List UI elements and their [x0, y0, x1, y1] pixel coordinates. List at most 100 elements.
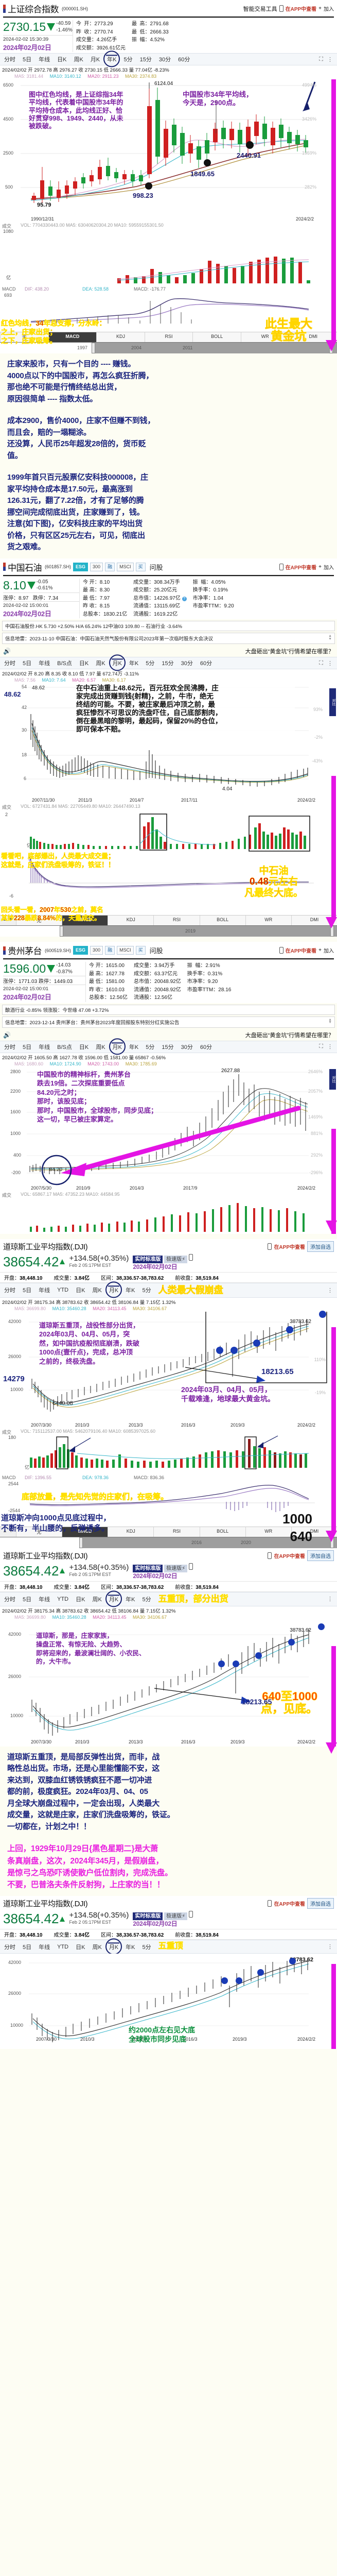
tab-分时[interactable]: 分时: [4, 1287, 15, 1294]
dji1-tabbar[interactable]: 分时 5日 年线 YTD 日K 周K 月K 年K 5分 人类最大假崩盘 ⋮: [0, 1281, 337, 1298]
tab-ytd[interactable]: YTD: [57, 1943, 69, 1950]
ind-WR[interactable]: WR: [240, 332, 289, 342]
ind-无[interactable]: 无: [0, 332, 48, 342]
tag-300[interactable]: 300: [90, 946, 103, 955]
pc-market-question[interactable]: 大盘砸出“黄金坑”行情希望在哪里？: [245, 649, 334, 655]
mt-tabbar[interactable]: 分时 5日 年线 B/S点 日K 周K 月K 年K 5分 15分 30分 60分…: [0, 1038, 337, 1055]
slider-handle-left[interactable]: [79, 1537, 83, 1548]
news-spinner-icon[interactable]: ▲ ▼: [328, 634, 332, 641]
add-watchlist-button[interactable]: 添加自选: [307, 1898, 334, 1909]
add-watchlist-button[interactable]: 添加自选: [307, 1241, 334, 1252]
fullscreen-icon[interactable]: ⛶: [319, 56, 323, 62]
tab-年K[interactable]: 年K: [103, 50, 120, 67]
view-in-app-link[interactable]: 在APP中查看: [285, 948, 317, 954]
tab-5日[interactable]: 5日: [23, 1596, 32, 1603]
add-watchlist-button[interactable]: 添加自选: [307, 1550, 334, 1561]
tab-15分[interactable]: 15分: [162, 660, 174, 667]
compare-side-tab[interactable]: 对比: [329, 1069, 336, 1090]
tab-分时[interactable]: 分时: [4, 1596, 15, 1603]
mt-news-bar[interactable]: 信息地雷：2023-12-14 贵州茅台：贵州茅台2023年度回报股东特别分红实…: [2, 1016, 335, 1028]
pc-news-bar[interactable]: 信息地雷：2023-11-10 中国石油：中国石油天然气股份有限公司2023年第…: [2, 633, 335, 644]
tab-60分[interactable]: 60分: [200, 660, 212, 667]
tab-年K[interactable]: 年K: [129, 660, 139, 667]
tab-分时[interactable]: 分时: [4, 1044, 15, 1050]
tab-年K[interactable]: 年K: [126, 1944, 135, 1951]
tab-日K[interactable]: 日K: [76, 1944, 85, 1951]
indicator-strip[interactable]: ▲ ▼ 无 MACD KDJ RSI BOLL WR DMI: [0, 1526, 337, 1537]
tab-5分[interactable]: 5分: [142, 1287, 151, 1294]
mt-monthly-chart[interactable]: 2800 2200 1600 1000 400 -200 2646% 2057%…: [0, 1066, 337, 1185]
range-slider[interactable]: 2016 2020: [0, 1536, 337, 1548]
tag-buy[interactable]: 买: [135, 946, 146, 955]
tab-周K[interactable]: 周K: [96, 660, 105, 667]
scroll-down-icon[interactable]: ▼: [8, 917, 13, 922]
ind-RSI[interactable]: RSI: [144, 332, 193, 342]
ind-无[interactable]: 无: [15, 1527, 62, 1537]
fast-version-badge[interactable]: 极速版⚡: [164, 1564, 188, 1572]
ind-BOLL[interactable]: BOLL: [199, 1527, 245, 1537]
view-in-app-link[interactable]: 在APP中查看: [285, 565, 317, 571]
tab-5分[interactable]: 5分: [123, 57, 133, 63]
pc-monthly-chart[interactable]: 54 48.62 48.62 42 30 18 6 93% -2% -43% 4…: [0, 683, 337, 796]
ind-MACD[interactable]: MACD: [48, 332, 97, 342]
sse-tabbar[interactable]: 分时 5日 年线 日K 周K 月K 年K 5分 15分 30分 60分 ⛶ ⋮: [0, 50, 337, 67]
realtime-standard-badge[interactable]: 实时标准版: [133, 1912, 163, 1921]
tab-30分[interactable]: 30分: [181, 660, 193, 667]
view-in-app-link[interactable]: 在APP中查看: [285, 7, 317, 12]
realtime-standard-badge[interactable]: 实时标准版: [133, 1564, 163, 1572]
range-slider[interactable]: 2019: [0, 925, 337, 937]
help-icon[interactable]: ?: [182, 596, 187, 601]
tab-分时[interactable]: 分时: [4, 57, 15, 63]
tab-年线[interactable]: 年线: [39, 1944, 50, 1951]
tab-5分[interactable]: 5分: [142, 1596, 151, 1603]
tab-15分[interactable]: 15分: [162, 1044, 174, 1050]
ask-stock-link[interactable]: 问股: [149, 947, 163, 955]
tab-月K[interactable]: 月K: [109, 1038, 126, 1055]
tab-15分[interactable]: 15分: [139, 57, 152, 63]
tab-周K[interactable]: 周K: [96, 1044, 105, 1050]
fast-version-badge[interactable]: 极速版⚡: [164, 1255, 188, 1263]
tab-月K[interactable]: 月K: [105, 1281, 122, 1298]
tab-年线[interactable]: 年线: [39, 57, 50, 63]
tab-周K[interactable]: 周K: [92, 1944, 102, 1951]
tab-30分[interactable]: 30分: [158, 57, 171, 63]
ind-WR[interactable]: WR: [245, 1527, 291, 1537]
dji2-tabbar[interactable]: 分时 5日 年线 YTD 日K 周K 月K 年K 5分 五重顶，部分出货 ⋮: [0, 1590, 337, 1607]
scroll-up-icon[interactable]: ▲: [3, 917, 7, 922]
add-watchlist-button[interactable]: 加入: [324, 565, 334, 571]
pc-tabbar[interactable]: 分时 5日 年线 B/S点 日K 周K 月K 年K 5分 15分 30分 60分…: [0, 654, 337, 671]
tab-年线[interactable]: 年线: [39, 1596, 50, 1603]
tag-msci[interactable]: MSCI: [117, 946, 134, 955]
fullscreen-icon[interactable]: ⛶: [319, 659, 323, 666]
dji1-monthly-chart[interactable]: 42000 26000 10000 14279 6440.08 38783.62…: [0, 1310, 337, 1422]
more-options-icon[interactable]: ⋮: [327, 1044, 333, 1050]
tab-周K[interactable]: 周K: [92, 1287, 102, 1294]
tab-日K[interactable]: 日K: [79, 660, 89, 667]
ind-KDJ[interactable]: KDJ: [108, 1527, 154, 1537]
tab-5日[interactable]: 5日: [23, 1944, 32, 1951]
ind-DMI[interactable]: DMI: [291, 916, 337, 925]
fast-version-badge[interactable]: 极速版⚡: [164, 1912, 188, 1921]
tag-msci[interactable]: MSCI: [117, 562, 134, 571]
tab-5分[interactable]: 5分: [146, 660, 155, 667]
tab-年线[interactable]: 年线: [39, 660, 50, 667]
tab-bs点[interactable]: B/S点: [57, 660, 72, 667]
more-options-icon[interactable]: ⋮: [327, 1596, 333, 1603]
tab-日K[interactable]: 日K: [76, 1287, 85, 1294]
view-in-app-link[interactable]: 在APP中查看: [274, 1244, 305, 1250]
view-in-app-link[interactable]: 在APP中查看: [274, 1553, 305, 1560]
news-spinner-icon[interactable]: ▲ ▼: [328, 1018, 332, 1025]
tab-年线[interactable]: 年线: [39, 1044, 50, 1050]
ind-KDJ[interactable]: KDJ: [108, 916, 154, 925]
ask-stock-link[interactable]: 问股: [149, 563, 163, 571]
add-watchlist-button[interactable]: 加入: [324, 7, 334, 12]
tab-周K[interactable]: 周K: [74, 57, 83, 63]
ind-DMI[interactable]: DMI: [289, 332, 337, 342]
tab-日K[interactable]: 日K: [57, 57, 67, 63]
sse-yearly-candlestick-chart[interactable]: 6500 4500 2500 500 4994% 3426% 1959% 282…: [0, 79, 337, 255]
mt-market-question[interactable]: 大盘砸出“黄金坑”行情希望在哪里？: [245, 1032, 334, 1039]
tab-分时[interactable]: 分时: [4, 660, 15, 667]
tab-30分[interactable]: 30分: [181, 1044, 193, 1050]
more-options-icon[interactable]: ⋮: [327, 56, 333, 63]
scroll-down-icon[interactable]: ▼: [8, 1528, 13, 1533]
